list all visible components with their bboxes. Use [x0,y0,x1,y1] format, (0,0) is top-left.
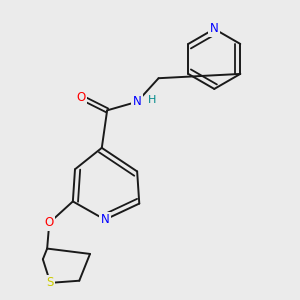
Text: N: N [133,95,142,108]
Text: O: O [77,91,86,104]
Text: N: N [100,213,109,226]
Text: O: O [45,216,54,230]
Text: S: S [47,276,54,290]
Text: N: N [210,22,219,35]
Text: H: H [148,94,156,105]
